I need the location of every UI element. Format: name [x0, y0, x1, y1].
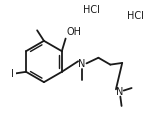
- Text: N: N: [78, 59, 86, 69]
- Text: HCl: HCl: [83, 5, 100, 15]
- Text: I: I: [11, 69, 14, 79]
- Text: N: N: [116, 87, 123, 97]
- Text: HCl: HCl: [127, 11, 144, 21]
- Text: OH: OH: [66, 27, 81, 37]
